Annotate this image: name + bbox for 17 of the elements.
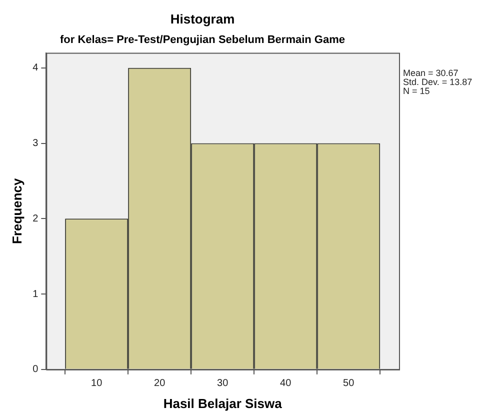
chart-title: Histogram	[170, 11, 235, 26]
y-tick-label: 4	[32, 62, 39, 74]
x-tick-label: 20	[154, 378, 166, 390]
y-tick-label: 0	[32, 364, 39, 376]
x-tick-label: 40	[280, 378, 292, 390]
x-tick-label: 10	[91, 378, 103, 390]
y-tick-label: 2	[32, 213, 39, 224]
chart-subtitle: for Kelas= Pre-Test/Pengujian Sebelum Bermain Game	[60, 34, 345, 46]
text: Std. Dev. = 13.87	[403, 76, 472, 87]
y-tick-label: 3	[32, 138, 39, 150]
x-axis-title: Hasil Belajar Siswa	[163, 396, 283, 411]
text: Mean = 30.67	[403, 68, 458, 78]
text: N = 15	[403, 86, 430, 96]
x-tick-label: 30	[217, 378, 229, 390]
y-axis-title: Frequency	[9, 177, 24, 244]
x-tick-label: 50	[343, 378, 355, 390]
y-tick-label: 1	[32, 288, 39, 300]
